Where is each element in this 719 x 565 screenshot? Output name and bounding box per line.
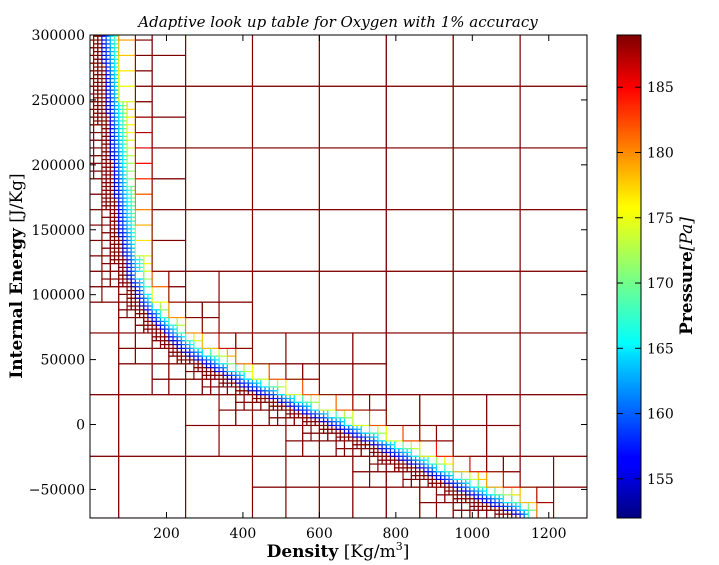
x-axis-label: Density [Kg/m3] bbox=[267, 540, 410, 562]
lookup-cell bbox=[52, 179, 85, 210]
y-tick-label: 200000 bbox=[32, 158, 85, 174]
x-tick-label: 800 bbox=[382, 526, 409, 542]
colorbar-tick-label: 180 bbox=[647, 145, 674, 161]
colorbar-tick-label: 185 bbox=[647, 80, 674, 96]
lookup-cell bbox=[68, 71, 85, 86]
x-axis-label-unit: [Kg/m bbox=[344, 542, 396, 562]
lookup-cell bbox=[134, 35, 153, 41]
lookup-cell bbox=[52, 302, 85, 333]
lookup-cell bbox=[68, 55, 85, 70]
lookup-cell bbox=[105, 35, 111, 37]
y-tick-label: 150000 bbox=[32, 223, 85, 239]
lookup-cell bbox=[98, 28, 102, 32]
colorbar-label: Pressure[Pa] bbox=[677, 217, 697, 335]
x-axis-label-superscript: 3 bbox=[396, 540, 403, 553]
x-axis-label-name: Density bbox=[267, 542, 340, 562]
lookup-cell bbox=[52, 240, 85, 271]
lookup-cell bbox=[52, 55, 69, 70]
x-axis-label-close: ] bbox=[403, 542, 410, 562]
lookup-cell bbox=[85, 25, 93, 33]
y-axis-label-unit: [J/Kg] bbox=[7, 173, 27, 222]
lookup-cell bbox=[106, 25, 110, 29]
y-tick-label: 250000 bbox=[32, 93, 85, 109]
x-tick-label: 1200 bbox=[531, 526, 567, 542]
y-tick-label: 0 bbox=[76, 418, 85, 434]
colorbar-tick-label: 155 bbox=[647, 472, 674, 488]
lookup-cell bbox=[110, 25, 114, 29]
x-tick-label: 200 bbox=[153, 526, 180, 542]
lookup-cell bbox=[97, 35, 103, 37]
lookup-cell bbox=[98, 25, 102, 29]
colorbar-tick-label: 165 bbox=[647, 341, 674, 357]
x-tick-label: 1000 bbox=[454, 526, 490, 542]
lookup-cell bbox=[101, 35, 107, 37]
colorbar-axis: 155 160 165 170 175 180 185 bbox=[617, 80, 674, 488]
lookup-cell bbox=[94, 25, 98, 29]
lookup-cell bbox=[52, 71, 69, 86]
colorbar bbox=[616, 34, 642, 519]
y-axis-label-name: Internal Energy bbox=[7, 227, 27, 379]
lookup-cell bbox=[113, 35, 120, 37]
chart-title: Adaptive look up table for Oxygen with 1… bbox=[136, 13, 538, 31]
lookup-cell bbox=[94, 28, 98, 32]
lookup-table-cells bbox=[52, 25, 587, 518]
y-tick-label: 50000 bbox=[40, 353, 85, 369]
colorbar-tick-label: 175 bbox=[647, 211, 674, 227]
plot-area bbox=[90, 35, 587, 518]
lookup-cell bbox=[114, 25, 118, 29]
lookup-cell bbox=[106, 28, 110, 32]
x-tick-label: 600 bbox=[306, 526, 333, 542]
lookup-cell bbox=[52, 117, 85, 148]
y-tick-label: 100000 bbox=[32, 288, 85, 304]
colorbar-label-name: Pressure bbox=[677, 251, 697, 335]
lookup-cell bbox=[102, 25, 106, 29]
lookup-cell bbox=[118, 35, 136, 41]
lookup-cell bbox=[102, 28, 106, 32]
plot-frame bbox=[89, 34, 588, 519]
x-axis: 200 400 600 800 1000 1200 bbox=[153, 35, 567, 542]
y-axis: 300000 250000 200000 150000 100000 50000 0 −500… bbox=[29, 28, 587, 498]
lookup-cell bbox=[110, 28, 114, 32]
colorbar-label-unit: [Pa] bbox=[677, 217, 697, 251]
x-tick-label: 400 bbox=[230, 526, 257, 542]
colorbar-tick-label: 160 bbox=[647, 407, 674, 423]
lookup-cell bbox=[93, 35, 99, 37]
y-tick-label: 300000 bbox=[32, 28, 85, 44]
lookup-cell bbox=[109, 35, 116, 37]
y-axis-label: Internal Energy [J/Kg] bbox=[7, 173, 27, 378]
colorbar-tick-label: 170 bbox=[647, 276, 674, 292]
y-tick-label: −50000 bbox=[29, 482, 85, 498]
lookup-cell bbox=[114, 28, 118, 32]
